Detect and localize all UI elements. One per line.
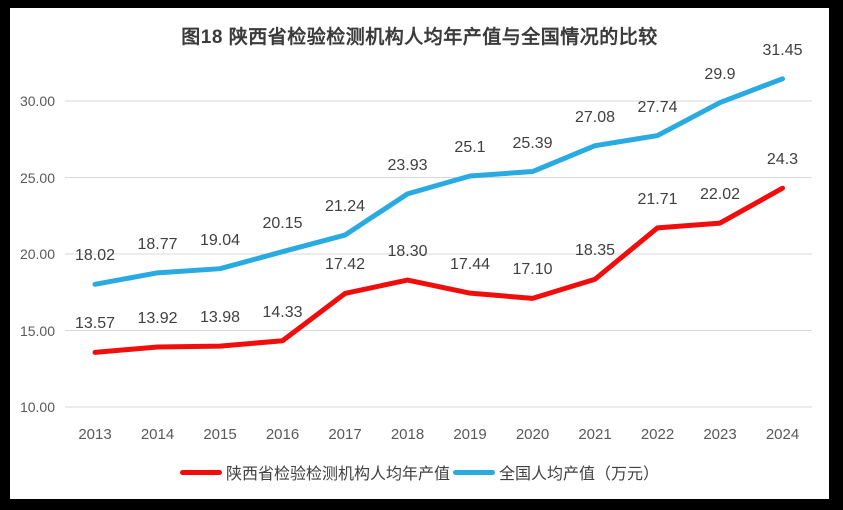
- data-label-series1: 29.9: [704, 65, 736, 83]
- y-axis-label: 10.00: [19, 399, 55, 415]
- series-line-1: [92, 76, 785, 287]
- legend-item-national: 全国人均产值（万元）: [453, 460, 659, 484]
- data-label-series0: 13.98: [199, 309, 241, 327]
- data-label-series1: 19.04: [199, 231, 241, 249]
- data-label-series1: 25.39: [512, 134, 553, 152]
- data-label-series1: 25.1: [454, 138, 486, 156]
- x-axis-label: 2021: [578, 426, 612, 443]
- series-line-0: [92, 185, 785, 355]
- data-label-series1: 31.45: [762, 41, 803, 59]
- data-label-series0: 18.30: [387, 243, 428, 260]
- x-axis-label: 2016: [265, 426, 300, 443]
- x-axis-label: 2013: [78, 426, 112, 443]
- data-label-series1: 20.15: [262, 214, 303, 232]
- y-axis-label: 20.00: [19, 246, 55, 262]
- data-label-series0: 24.3: [766, 151, 799, 169]
- legend-marker-red-line-icon: [179, 469, 222, 475]
- chart-canvas: [65, 76, 812, 408]
- y-axis-label: 15.00: [19, 322, 55, 339]
- chart-title: 图18 陕西省检验检测机构人均年产值与全国情况的比较: [181, 27, 658, 48]
- legend-item-shaanxi: 陕西省检验检测机构人均年产值: [179, 460, 450, 484]
- data-label-series0: 18.35: [574, 242, 616, 260]
- data-label-series0: 21.71: [637, 190, 678, 208]
- data-label-series1: 27.74: [637, 98, 678, 116]
- data-label-series0: 14.33: [262, 303, 303, 321]
- y-axis-label: 25.00: [19, 169, 55, 186]
- data-label-series0: 17.44: [449, 256, 491, 274]
- data-label-series1: 27.08: [574, 108, 616, 126]
- data-label-series1: 18.02: [74, 247, 116, 265]
- legend-label: 全国人均产值（万元）: [499, 466, 660, 483]
- plot-area: 10.00 15.00 20.00 25.00 30.00 2013 2014 2015 20…: [10, 8, 829, 499]
- data-label-series1: 21.24: [324, 198, 366, 216]
- x-axis-label: 2015: [203, 426, 237, 443]
- x-axis-label: 2024: [765, 426, 800, 443]
- data-label-series1: 18.77: [137, 235, 178, 253]
- data-label-series0: 13.92: [137, 310, 178, 328]
- x-axis-label: 2020: [515, 426, 550, 443]
- data-label-series1: 23.93: [387, 156, 428, 174]
- chart-card: 图18 陕西省检验检测机构人均年产值与全国情况的比较 10.00 15.00 20.…: [10, 8, 829, 499]
- y-axis-label: 30.00: [19, 93, 55, 109]
- x-axis-label: 2014: [140, 426, 175, 443]
- data-label-series0: 22.02: [699, 186, 741, 204]
- data-label-series0: 17.42: [324, 256, 366, 274]
- legend: 陕西省检验检测机构人均年产值 全国人均产值（万元）: [10, 460, 829, 484]
- legend-label: 陕西省检验检测机构人均年产值: [225, 466, 450, 483]
- data-label-series0: 17.10: [512, 261, 553, 279]
- x-axis-label: 2023: [703, 426, 737, 443]
- x-axis-label: 2022: [640, 426, 675, 443]
- x-axis-label: 2017: [328, 426, 362, 443]
- x-axis-label: 2019: [453, 426, 487, 443]
- x-axis-label: 2018: [390, 426, 425, 443]
- data-label-series0: 13.57: [74, 315, 116, 333]
- legend-marker-blue-line-icon: [453, 469, 495, 475]
